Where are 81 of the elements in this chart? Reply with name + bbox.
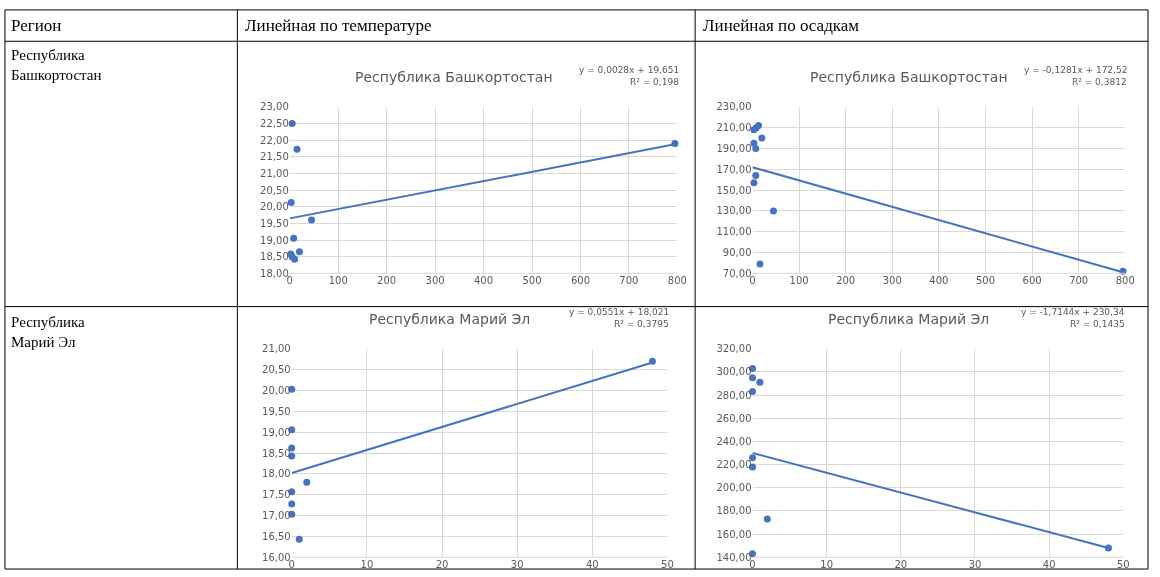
y-tick-label: 21,00 (260, 167, 289, 179)
x-tick-label: 800 (1115, 275, 1135, 287)
x-tick-label: 300 (882, 275, 902, 287)
chart-title: Республика Башкортостан (355, 69, 553, 85)
y-tick-label: 220,00 (716, 459, 752, 471)
y-tick-label: 230,00 (716, 101, 752, 113)
y-tick-label: 190,00 (716, 142, 752, 154)
x-tick-label: 20 (894, 559, 908, 571)
y-tick-label: 20,00 (262, 384, 291, 396)
y-tick-label: 210,00 (716, 122, 752, 134)
x-tick-label: 10 (820, 559, 834, 571)
chart-title: Республика Марий Эл (828, 311, 990, 327)
y-tick-label: 20,50 (260, 184, 289, 196)
text: y = 0,0028x + 19,651 (579, 65, 680, 75)
y-tick-label: 21,00 (262, 343, 291, 355)
x-tick-label: 500 (522, 275, 542, 287)
y-tick-label: 130,00 (716, 205, 752, 217)
y-tick-label: 260,00 (716, 412, 752, 424)
y-tick-label: 19,00 (262, 426, 291, 438)
y-tick-label: 160,00 (716, 528, 752, 540)
text: y = -1,7144x + 230,34 (1021, 307, 1125, 317)
x-tick-label: 600 (1022, 275, 1042, 287)
y-tick-label: 180,00 (716, 505, 752, 517)
y-tick-label: 23,00 (260, 101, 289, 113)
x-tick-label: 100 (789, 275, 809, 287)
x-tick-label: 30 (968, 559, 982, 571)
x-tick-label: 300 (425, 275, 445, 287)
y-tick-label: 18,00 (262, 468, 291, 480)
y-tick-label: 20,00 (260, 201, 289, 213)
text: Регион (11, 16, 62, 35)
y-tick-label: 17,50 (262, 489, 291, 501)
y-tick-label: 19,50 (262, 405, 291, 417)
x-tick-label: 40 (1042, 559, 1056, 571)
text: Республика Марий Эл (11, 314, 85, 350)
y-tick-label: 110,00 (716, 226, 752, 238)
chart-title: Республика Марий Эл (369, 311, 531, 327)
y-tick-label: 20,50 (262, 364, 291, 376)
x-tick-label: 50 (1116, 559, 1130, 571)
chart-title: Республика Башкортостан (810, 69, 1008, 85)
x-tick-label: 200 (836, 275, 856, 287)
y-tick-label: 300,00 (716, 366, 752, 378)
x-tick-label: 400 (474, 275, 494, 287)
y-tick-label: 280,00 (716, 389, 752, 401)
x-tick-label: 400 (929, 275, 949, 287)
x-tick-label: 600 (570, 275, 591, 287)
text: R² = 0,198 (630, 77, 680, 87)
y-tick-label: 18,50 (262, 447, 291, 459)
x-tick-label: 500 (975, 275, 996, 287)
text: Линейная по температуре (245, 16, 432, 35)
y-tick-label: 19,00 (260, 234, 289, 246)
x-tick-label: 30 (510, 559, 524, 571)
text: y = 0,0551x + 18,021 (569, 307, 670, 317)
x-tick-label: 700 (1069, 275, 1089, 287)
y-tick-label: 240,00 (716, 435, 752, 447)
x-tick-label: 100 (328, 275, 348, 287)
y-tick-label: 19,50 (260, 217, 289, 229)
x-tick-label: 10 (360, 559, 374, 571)
x-tick-label: 40 (585, 559, 599, 571)
y-tick-label: 90,00 (722, 247, 752, 259)
y-tick-label: 150,00 (716, 184, 752, 196)
text: R² = 0,3812 (1072, 77, 1127, 87)
x-tick-label: 0 (286, 275, 293, 287)
x-tick-label: 50 (661, 559, 674, 571)
y-tick-label: 21,50 (260, 151, 289, 163)
y-tick-label: 170,00 (716, 163, 752, 175)
x-tick-label: 800 (667, 275, 687, 287)
y-tick-label: 17,00 (262, 510, 291, 522)
text: Республика Башкортостан (11, 47, 102, 83)
y-tick-label: 22,00 (260, 134, 289, 146)
text: R² = 0,1435 (1070, 319, 1125, 329)
x-tick-label: 200 (377, 275, 397, 287)
y-tick-label: 200,00 (716, 482, 752, 494)
text: y = -0,1281x + 172,52 (1024, 65, 1128, 75)
y-tick-label: 18,50 (260, 251, 289, 263)
x-tick-label: 20 (435, 559, 449, 571)
y-tick-label: 320,00 (716, 343, 752, 355)
y-tick-label: 16,50 (262, 530, 291, 542)
y-tick-label: 22,50 (260, 118, 289, 130)
text: R² = 0,3795 (614, 319, 669, 329)
x-tick-label: 700 (619, 275, 639, 287)
text: Линейная по осадкам (703, 16, 860, 35)
